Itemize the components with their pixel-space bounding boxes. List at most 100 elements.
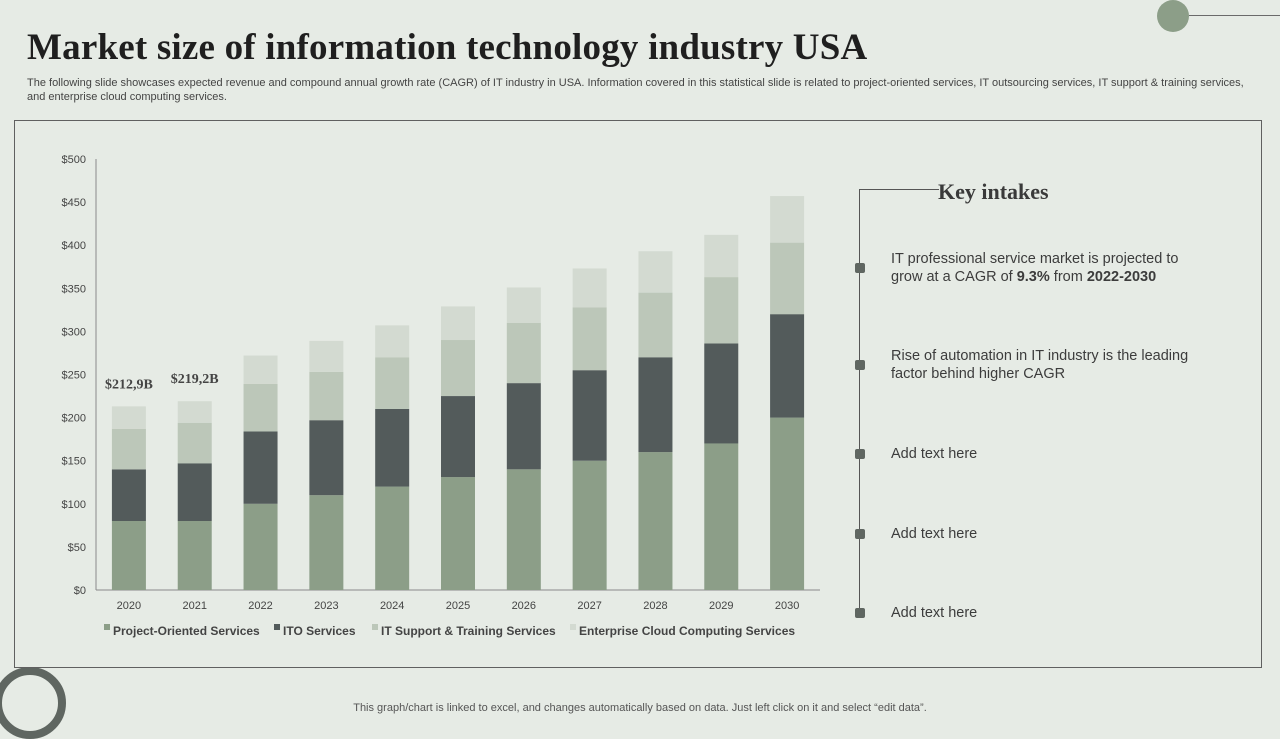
- bar-segment: [243, 383, 278, 432]
- data-label: $212,9B: [105, 377, 153, 392]
- bar-segment: [177, 401, 212, 423]
- bar-segment: [177, 422, 212, 464]
- bar-segment: [441, 477, 475, 590]
- key-intake-2: Rise of automation in IT industry is the…: [891, 347, 1211, 383]
- bar-segment: [375, 408, 410, 487]
- key-intake-1-mid: from: [1049, 269, 1087, 285]
- key-intake-3[interactable]: Add text here: [891, 445, 1211, 463]
- bar-segment: [309, 340, 344, 372]
- decorative-line: [1189, 15, 1280, 16]
- key-intake-4[interactable]: Add text here: [891, 525, 1211, 543]
- x-tick-label: 2029: [709, 600, 733, 612]
- key-intake-5-text[interactable]: Add text here: [891, 605, 978, 621]
- bar-segment: [704, 277, 739, 344]
- bar-segment: [638, 251, 673, 293]
- bar-segment: [638, 357, 673, 453]
- key-intake-3-text[interactable]: Add text here: [891, 446, 978, 462]
- bar-segment: [770, 242, 805, 315]
- key-bullet-2: [855, 360, 865, 370]
- legend-swatch: [570, 624, 576, 630]
- x-tick-label: 2021: [182, 600, 206, 612]
- legend-label: IT Support & Training Services: [381, 624, 556, 638]
- key-intakes-connector: [859, 189, 939, 190]
- bar-segment: [177, 463, 212, 522]
- bar-segment: [375, 486, 410, 590]
- bar-segment: [704, 234, 739, 278]
- x-tick-label: 2027: [577, 600, 601, 612]
- key-bullet-5: [855, 608, 865, 618]
- y-tick-label: $100: [62, 499, 86, 511]
- bar-segment: [375, 357, 410, 409]
- key-intake-5[interactable]: Add text here: [891, 604, 1211, 622]
- bar-segment: [572, 307, 607, 371]
- legend-label: Enterprise Cloud Computing Services: [579, 624, 795, 638]
- x-tick-label: 2024: [380, 600, 404, 612]
- bar-segment: [441, 306, 475, 341]
- stacked-bar-chart[interactable]: $0 $50 $100 $150 $200 $250 $300 $350 $400 $450 $50…: [0, 0, 1280, 720]
- legend-swatch: [372, 624, 378, 630]
- y-tick-label: $350: [62, 283, 86, 295]
- y-tick-label: $50: [68, 542, 86, 554]
- x-tick-label: 2025: [446, 600, 470, 612]
- key-intake-4-text[interactable]: Add text here: [891, 526, 978, 542]
- data-label: $219,2B: [171, 372, 219, 387]
- decorative-circle: [1157, 0, 1189, 32]
- bar-segment: [243, 431, 278, 504]
- page-title: Market size of information technology in…: [27, 27, 868, 68]
- key-intake-1-text: IT professional service market is projec…: [891, 251, 1179, 285]
- y-tick-label: $500: [62, 154, 86, 166]
- bar-segment: [309, 371, 344, 421]
- bar-segment: [506, 383, 541, 470]
- bar-segment: [177, 521, 212, 590]
- bar-segment: [704, 443, 739, 590]
- bar-segment: [441, 396, 475, 478]
- bar-segment: [770, 417, 805, 590]
- y-tick-label: $150: [62, 456, 86, 468]
- y-tick-label: $0: [74, 585, 86, 597]
- key-bullet-3: [855, 449, 865, 459]
- y-tick-label: $200: [62, 413, 86, 425]
- x-tick-label: 2030: [775, 600, 799, 612]
- bar-segment: [309, 495, 344, 590]
- bar-segment: [638, 292, 673, 358]
- legend-swatch: [274, 624, 280, 630]
- bar-segment: [770, 314, 805, 418]
- key-intake-2-text: Rise of automation in IT industry is the…: [891, 348, 1189, 382]
- bar-segment: [572, 460, 607, 590]
- bar-segment: [506, 322, 541, 384]
- footer-note: This graph/chart is linked to excel, and…: [353, 702, 927, 714]
- bar-segment: [111, 428, 146, 470]
- bar-segment: [441, 340, 475, 397]
- y-tick-label: $300: [62, 326, 86, 338]
- bar-segment: [704, 343, 739, 444]
- page-subtitle: The following slide showcases expected r…: [27, 77, 1244, 103]
- key-intake-1: IT professional service market is projec…: [891, 250, 1211, 286]
- key-intake-1-period: 2022-2030: [1086, 269, 1157, 285]
- bar-segment: [111, 469, 146, 522]
- x-tick-label: 2026: [512, 600, 536, 612]
- bar-segment: [111, 406, 146, 429]
- bar-segment: [770, 196, 805, 243]
- key-bullet-4: [855, 529, 865, 539]
- bar-segment: [309, 420, 344, 496]
- bar-segment: [111, 521, 146, 590]
- x-tick-label: 2023: [314, 600, 338, 612]
- bar-segment: [243, 355, 278, 384]
- y-tick-label: $450: [62, 197, 86, 209]
- legend-label: Project-Oriented Services: [113, 624, 260, 638]
- key-bullet-1: [855, 263, 865, 273]
- key-intakes-timeline: [859, 189, 860, 613]
- content-frame: [14, 120, 1262, 668]
- x-tick-label: 2020: [117, 600, 141, 612]
- x-tick-label: 2028: [643, 600, 667, 612]
- bar-segment: [243, 503, 278, 590]
- bar-segment: [506, 287, 541, 323]
- legend-label: ITO Services: [283, 624, 356, 638]
- y-tick-label: $250: [62, 370, 86, 382]
- bar-segment: [572, 268, 607, 308]
- x-tick-label: 2022: [248, 600, 272, 612]
- legend-swatch: [104, 624, 110, 630]
- y-tick-label: $400: [62, 240, 86, 252]
- key-intakes-title: Key intakes: [938, 179, 1049, 204]
- bar-segment: [638, 452, 673, 590]
